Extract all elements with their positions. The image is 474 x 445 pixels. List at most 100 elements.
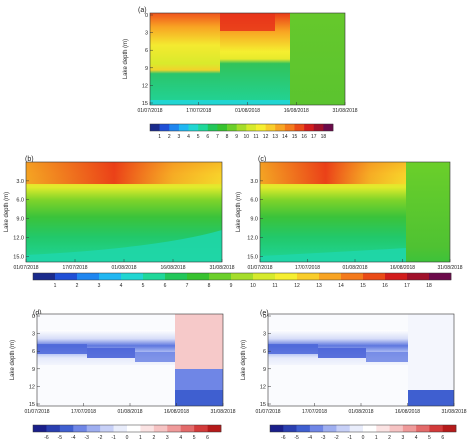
colorbar-swatch [77, 273, 100, 280]
colorbar-tick-label: 8 [226, 134, 229, 140]
colorbar-swatch [246, 124, 257, 131]
colorbar-tick-label: 13 [316, 283, 322, 289]
colorbar-tick-label: 9 [230, 283, 233, 289]
colorbar-swatch [429, 273, 452, 280]
colorbar-tick-label: 14 [282, 134, 288, 140]
colorbar-swatch [33, 425, 47, 432]
colorbar-swatch [86, 425, 101, 432]
colorbar-tick-label: 2 [76, 283, 79, 289]
colorbar-swatch [169, 124, 180, 131]
heatmap-a [150, 13, 345, 105]
ytick-label: 9 [32, 367, 35, 373]
colorbar-tick-label: 16 [301, 134, 307, 140]
colorbar-tick-label: 1 [54, 283, 57, 289]
colorbar-diff-right: -6 -5 -4 -3 -2 -1 0 1 2 3 4 5 6 [269, 424, 457, 441]
ytick-label: 3.0 [16, 179, 24, 185]
colorbar-tick-label: 16 [382, 283, 388, 289]
ytick-label: 9 [145, 66, 148, 72]
colorbar-swatch [209, 273, 232, 280]
colorbar-swatch [389, 425, 404, 432]
colorbar-tick-label: 17 [404, 283, 410, 289]
colorbar-tick-label: 18 [426, 283, 432, 289]
panel-label-a: (a) [138, 7, 147, 14]
ylabel-b: Lake depth (m) [4, 192, 10, 232]
xtick-label: 31/08/2018 [441, 409, 466, 415]
ylabel-e: Lake depth (m) [241, 340, 247, 380]
colorbar-tick-label: 7 [216, 134, 219, 140]
colorbar-tick-label: -6 [281, 435, 286, 441]
colorbar-tick-label: 3 [178, 134, 181, 140]
colorbar-swatch [46, 425, 61, 432]
colorbar-swatch [341, 273, 364, 280]
colorbar-tick-label: -4 [71, 435, 76, 441]
colorbar-tick-label: 17 [311, 134, 317, 140]
xticks-b: 01/07/2018 17/07/2018 01/08/2018 16/08/2018… [13, 259, 235, 271]
colorbar-tick-label: 2 [168, 134, 171, 140]
ylabel-a: Lake depth (m) [123, 39, 129, 79]
colorbar-tick-label: -3 [84, 435, 89, 441]
colorbar-swatch [402, 425, 417, 432]
colorbar-tick-label: 6 [206, 435, 209, 441]
ytick-label: 3 [263, 332, 266, 338]
ytick-label: 3.0 [250, 179, 258, 185]
ytick-label: 9.0 [16, 217, 24, 223]
xtick-label: 17/07/2018 [302, 409, 327, 415]
ytick-label: 9 [263, 367, 266, 373]
xticks-e: 01/07/2018 17/07/2018 01/08/2018 16/08/2018… [255, 403, 467, 415]
xtick-label: 01/08/2018 [235, 108, 260, 114]
colorbar-swatch [442, 425, 457, 432]
colorbar-swatch [407, 273, 430, 280]
panel-label-c: (c) [258, 156, 266, 163]
ytick-label: 15.0 [13, 254, 24, 260]
colorbar-swatch [296, 425, 311, 432]
colorbar-swatch [180, 425, 195, 432]
colorbar-temp-top: 1 2 3 4 5 6 7 8 9 10 11 12 13 14 15 16 17 18 [149, 123, 334, 140]
colorbar-tick-label: 15 [360, 283, 366, 289]
xtick-label: 01/07/2018 [137, 108, 162, 114]
colorbar-tick-label: 3 [98, 283, 101, 289]
colorbar-swatch [323, 124, 334, 131]
ytick-label: 6 [145, 48, 148, 54]
colorbar-swatch [188, 124, 199, 131]
colorbar-tick-label: 8 [208, 283, 211, 289]
xtick-label: 01/08/2018 [111, 265, 136, 271]
yticks-a: 0 3 6 9 12 15 [142, 13, 153, 107]
ytick-label: 15 [29, 402, 35, 408]
ytick-label: 0 [263, 314, 266, 320]
colorbar-swatch [33, 273, 56, 280]
yticks-e: 0 3 6 9 12 15 [260, 314, 271, 408]
yticks-d: 0 3 6 9 12 15 [29, 314, 40, 408]
colorbar-swatch [385, 273, 408, 280]
xtick-label: 31/08/2018 [210, 409, 235, 415]
colorbar-swatch [349, 425, 364, 432]
colorbar-tick-label: 5 [428, 435, 431, 441]
colorbar-tick-label: 12 [263, 134, 269, 140]
colorbar-tick-label: 7 [186, 283, 189, 289]
ylabel-d: Lake depth (m) [10, 340, 16, 380]
xtick-label: 31/08/2018 [437, 265, 462, 271]
colorbar-tick-label: 6 [441, 435, 444, 441]
colorbar-swatch [319, 273, 342, 280]
heatmap-e [268, 314, 454, 406]
colorbar-tick-label: -4 [308, 435, 313, 441]
heatmap-c [260, 162, 450, 262]
colorbar-swatch [323, 425, 337, 432]
ytick-label: 6 [32, 349, 35, 355]
xtick-label: 17/07/2018 [295, 265, 320, 271]
colorbar-tick-label: 5 [193, 435, 196, 441]
xtick-label: 01/08/2018 [348, 409, 373, 415]
colorbar-tick-label: 2 [388, 435, 391, 441]
ytick-label: 12 [29, 384, 35, 390]
colorbar-tick-label: 15 [292, 134, 298, 140]
colorbar-swatch [227, 124, 237, 131]
yticks-c: 3.0 6.0 9.0 12.0 15.0 [247, 179, 263, 260]
colorbar-tick-label: -5 [294, 435, 299, 441]
colorbar-diff-left: -6 -5 -4 -3 -2 -1 0 1 2 3 4 5 6 [32, 424, 222, 441]
colorbar-swatch [55, 273, 78, 280]
xtick-label: 16/08/2018 [284, 108, 309, 114]
panel-c: (c) Lake depth (m) 3.0 6.0 9.0 12.0 15.0 01/… [32, 156, 463, 289]
colorbar-swatch [113, 425, 128, 432]
ytick-label: 15 [260, 402, 266, 408]
colorbar-swatch [140, 425, 155, 432]
